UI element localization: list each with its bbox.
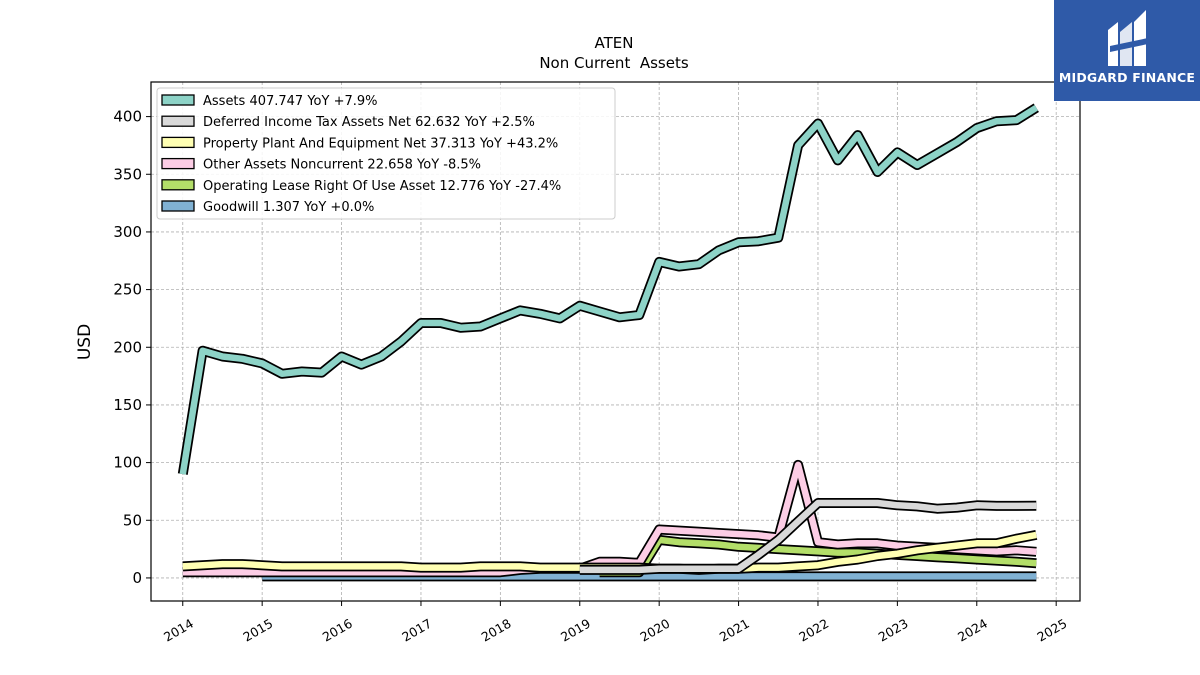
- brand-name: MIDGARD FINANCE: [1058, 70, 1196, 85]
- y-tick-label: 100: [113, 454, 142, 472]
- series-line-other-assets-noncurrent: [182, 461, 1037, 576]
- legend-swatch: [161, 157, 195, 170]
- legend: Assets 407.747 YoY +7.9% Deferred Income …: [156, 87, 616, 220]
- legend-label: Property Plant And Equipment Net 37.313 …: [203, 136, 558, 151]
- legend-swatch: [161, 179, 195, 191]
- series-line-deferred-income-tax-assets-net: [579, 499, 1037, 574]
- chart-title: ATEN: [595, 34, 634, 52]
- x-tick-label: 2015: [240, 616, 275, 645]
- legend-label: Goodwill 1.307 YoY +0.0%: [203, 200, 374, 215]
- x-tick-label: 2016: [320, 616, 355, 645]
- legend-label: Assets 407.747 YoY +7.9%: [203, 94, 378, 109]
- x-tick-label: 2025: [1034, 616, 1069, 645]
- x-tick-label: 2021: [717, 616, 752, 645]
- y-tick-label: 300: [113, 223, 142, 241]
- series-line-assets: [179, 104, 1039, 475]
- plot-frame: [150, 81, 1081, 602]
- y-tick-label: 200: [113, 338, 142, 356]
- legend-label: Other Assets Noncurrent 22.658 YoY -8.5%: [203, 158, 481, 173]
- x-tick-label: 2022: [796, 616, 831, 645]
- y-axis-label: USD: [75, 324, 95, 360]
- y-tick-label: 350: [113, 165, 142, 183]
- x-tick-label: 2017: [399, 616, 434, 645]
- series-lines: [177, 103, 1039, 582]
- x-tick-label: 2023: [876, 616, 911, 645]
- legend-box: [156, 87, 616, 220]
- x-tick-label: 2024: [955, 616, 990, 645]
- legend-swatch: [161, 136, 195, 149]
- legend-swatch: [161, 115, 195, 127]
- legend-label: Operating Lease Right Of Use Asset 12.77…: [203, 179, 561, 194]
- x-tick-label: 2014: [161, 616, 196, 645]
- brand-logo: MIDGARD FINANCE: [1054, 0, 1200, 101]
- y-tick-label: 400: [113, 108, 142, 126]
- series-line-property-plant-and-equipment-net: [182, 531, 1037, 574]
- series-line-operating-lease-right-of-use-asset: [599, 536, 1037, 576]
- x-tick-label: 2018: [479, 616, 514, 645]
- y-tick-label: 250: [113, 281, 142, 299]
- x-tick-label: 2020: [637, 616, 672, 645]
- chart-subtitle: Non Current Assets: [539, 54, 689, 72]
- midgard-logo-icon: [1108, 10, 1148, 66]
- x-tick-label: 2019: [558, 616, 593, 645]
- legend-swatch: [161, 94, 195, 106]
- y-tick-label: 50: [123, 511, 142, 529]
- y-tick-label: 0: [132, 569, 142, 587]
- y-tick-label: 150: [113, 396, 142, 414]
- legend-label: Deferred Income Tax Assets Net 62.632 Yo…: [203, 115, 535, 130]
- legend-swatch: [161, 200, 195, 212]
